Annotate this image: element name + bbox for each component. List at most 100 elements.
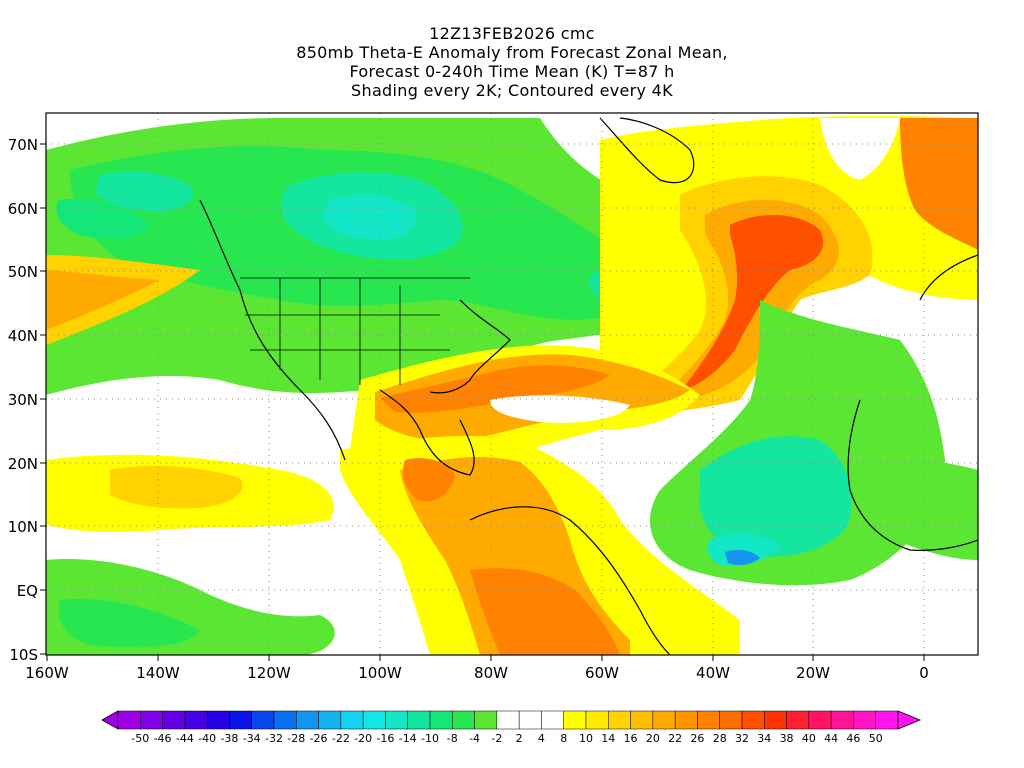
colorbar-tick-label: 8 <box>560 732 567 745</box>
field-pacific-teal <box>56 198 150 239</box>
field-pacific-warm-wedge-core <box>46 270 160 330</box>
colorbar-tick-label: -2 <box>491 732 502 745</box>
colorbar-swatch <box>296 710 319 730</box>
lon-label-0: 0 <box>919 664 929 682</box>
colorbar-tick-label: 22 <box>668 732 682 745</box>
lat-label-20n: 20N <box>8 455 38 473</box>
field-pacific-white <box>46 389 300 446</box>
colorbar-swatch <box>741 710 765 730</box>
colorbar-swatch <box>229 710 252 730</box>
anomaly-field <box>46 113 978 655</box>
colorbar-swatch <box>608 710 631 730</box>
coastline-africa <box>847 399 978 551</box>
colorbar-swatch <box>563 710 587 730</box>
colorbar-tick-label: -28 <box>287 732 305 745</box>
field-mexico-deep <box>403 458 455 502</box>
coastlines <box>199 117 978 655</box>
lon-label-120w: 120W <box>247 664 291 682</box>
lat-label-50n: 50N <box>8 263 38 281</box>
colorbar-tick-label: 40 <box>802 732 816 745</box>
colorbar-tick-label: 34 <box>757 732 771 745</box>
lon-labels: 160W 140W 120W 100W 80W 60W 40W 20W 0 <box>25 664 929 682</box>
colorbar-arrow-high <box>897 710 922 730</box>
field-africa-green <box>859 460 978 560</box>
field-amazon-orange <box>470 568 620 655</box>
field-atlantic-teal <box>699 436 852 557</box>
field-alaska-teal <box>95 171 194 212</box>
colorbar-tick-label: -38 <box>220 732 238 745</box>
colorbar-swatch <box>117 710 141 730</box>
colorbar-tick-label: -40 <box>198 732 216 745</box>
colorbar-swatch <box>340 710 364 730</box>
colorbar-tick-label: 16 <box>624 732 638 745</box>
coastline-north-america-west <box>199 199 346 461</box>
title-line-1: 12Z13FEB2026 cmc <box>429 24 595 43</box>
colorbar-swatch <box>452 710 475 730</box>
colorbar-swatch <box>273 710 297 730</box>
colorbar-swatch <box>385 710 408 730</box>
lon-label-160w: 160W <box>25 664 69 682</box>
colorbar-tick-label: 38 <box>780 732 794 745</box>
lon-label-40w: 40W <box>696 664 730 682</box>
colorbar-tick-label: 14 <box>601 732 615 745</box>
lat-label-10s: 10S <box>9 646 38 664</box>
lat-label-30n: 30N <box>8 391 38 409</box>
colorbar-tick-label: -44 <box>176 732 194 745</box>
colorbar-tick-label: -50 <box>131 732 149 745</box>
colorbar-tick-label: 26 <box>690 732 704 745</box>
map-frame <box>45 112 979 656</box>
colorbar-swatch <box>630 710 654 730</box>
colorbar-tick-label: 4 <box>538 732 545 745</box>
field-tropical-pacific-green-2 <box>58 599 200 648</box>
colorbar-tick-label: -32 <box>265 732 283 745</box>
colorbar-swatch <box>764 710 787 730</box>
colorbar-swatch <box>652 710 676 730</box>
lat-label-10n: 10N <box>8 518 38 536</box>
field-europe-orange <box>900 118 978 250</box>
field-arctic-white <box>820 118 900 180</box>
colorbar-tick-label: -16 <box>376 732 394 745</box>
lat-label-eq: EQ <box>17 582 38 600</box>
colorbar-tick-label: 28 <box>713 732 727 745</box>
colorbar-tick-label: -8 <box>447 732 458 745</box>
colorbar-tick-label: 44 <box>824 732 838 745</box>
colorbar-swatch <box>140 710 163 730</box>
title-line-4: Shading every 2K; Contoured every 4K <box>351 81 673 100</box>
colorbar-swatch <box>786 710 810 730</box>
colorbar-swatch <box>496 710 520 730</box>
lat-labels: 70N 60N 50N 40N 30N 20N 10N EQ 10S <box>8 136 38 664</box>
colorbar-tick-label: 32 <box>735 732 749 745</box>
title-line-2: 850mb Theta-E Anomaly from Forecast Zona… <box>296 43 728 62</box>
colorbar-swatch <box>853 710 876 730</box>
colorbar-swatch <box>875 710 899 730</box>
colorbar-tick-label: -10 <box>421 732 439 745</box>
colorbar-swatch <box>362 710 386 730</box>
lat-label-40n: 40N <box>8 327 38 345</box>
colorbar-tick-label: -26 <box>310 732 328 745</box>
title-line-3: Forecast 0-240h Time Mean (K) T=87 h <box>349 62 675 81</box>
colorbar-swatch <box>674 710 698 730</box>
field-gulf-band-deep <box>380 365 610 413</box>
chart-title-block: 12Z13FEB2026 cmc 850mb Theta-E Anomaly f… <box>0 24 1024 100</box>
lon-label-60w: 60W <box>585 664 619 682</box>
axis-ticks <box>40 143 925 661</box>
colorbar-tick-label: -20 <box>354 732 372 745</box>
colorbar-swatch <box>719 710 743 730</box>
colorbar-tick-label: -34 <box>243 732 261 745</box>
lon-label-20w: 20W <box>796 664 830 682</box>
field-canada-cyan <box>322 194 416 240</box>
coastline-greenland <box>599 117 695 184</box>
lon-label-80w: 80W <box>474 664 508 682</box>
lat-label-70n: 70N <box>8 136 38 154</box>
coastline-north-america-east <box>429 299 511 394</box>
coastline-south-america <box>469 506 671 655</box>
field-atlantic-cyan <box>707 533 780 566</box>
colorbar-swatch <box>162 710 186 730</box>
lat-label-60n: 60N <box>8 200 38 218</box>
colorbar-swatch <box>541 710 564 730</box>
colorbar-swatch <box>407 710 431 730</box>
field-atlantic-white-patch <box>490 395 630 423</box>
colorbar-swatch <box>318 710 342 730</box>
colorbar-swatch <box>697 710 720 730</box>
colorbar-swatch <box>808 710 832 730</box>
